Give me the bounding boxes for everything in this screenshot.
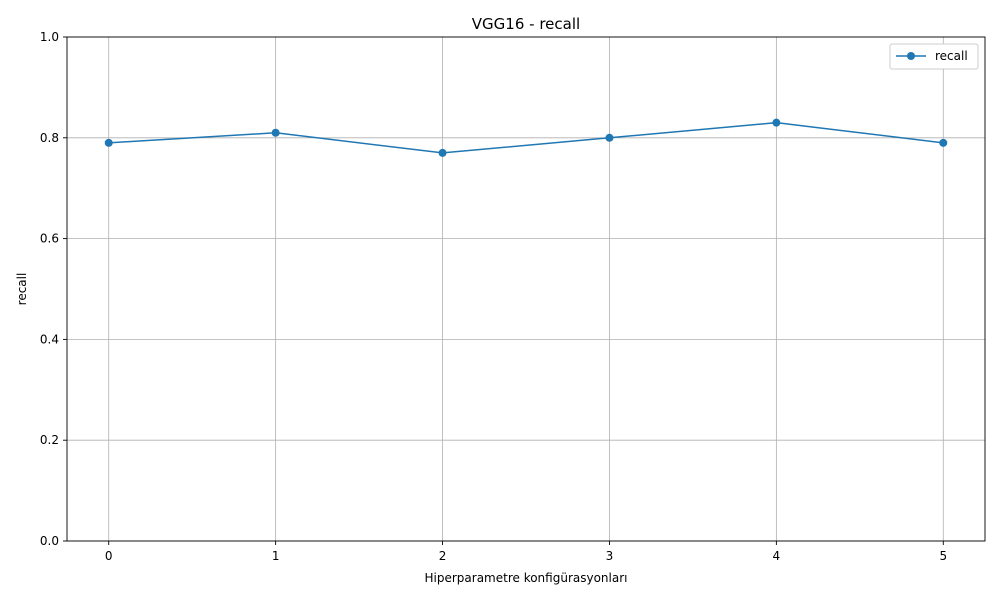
x-tick-label: 3 bbox=[606, 549, 614, 563]
series-layer bbox=[104, 118, 948, 157]
ticks-layer: 0 1 2 3 4 5 0.0 0.2 0.4 0.6 0.8 1.0 bbox=[40, 30, 947, 563]
legend-marker bbox=[907, 52, 915, 60]
y-tick-label: 0.4 bbox=[40, 332, 59, 346]
y-tick-label: 1.0 bbox=[40, 30, 59, 44]
y-tick-label: 0.0 bbox=[40, 534, 59, 548]
data-point bbox=[271, 128, 280, 137]
data-point bbox=[772, 118, 781, 127]
x-tick-label: 0 bbox=[105, 549, 113, 563]
x-tick-label: 4 bbox=[773, 549, 781, 563]
y-tick-label: 0.8 bbox=[40, 131, 59, 145]
chart-title: VGG16 - recall bbox=[472, 15, 580, 33]
legend-entry-recall: recall bbox=[935, 49, 968, 63]
plot-frame bbox=[66, 36, 986, 542]
y-tick-label: 0.6 bbox=[40, 232, 59, 246]
y-axis-label: recall bbox=[15, 273, 29, 306]
data-point bbox=[939, 138, 948, 147]
x-tick-label: 1 bbox=[272, 549, 280, 563]
x-tick-label: 5 bbox=[939, 549, 947, 563]
y-tick-label: 0.2 bbox=[40, 433, 59, 447]
data-point bbox=[605, 133, 614, 142]
x-tick-label: 2 bbox=[439, 549, 447, 563]
series-line-recall bbox=[108, 121, 944, 154]
x-axis-label: Hiperparametre konfigürasyonları bbox=[425, 571, 628, 585]
legend-box bbox=[889, 43, 979, 70]
data-point bbox=[438, 148, 447, 157]
legend: recall bbox=[889, 43, 979, 70]
data-point bbox=[104, 138, 113, 147]
